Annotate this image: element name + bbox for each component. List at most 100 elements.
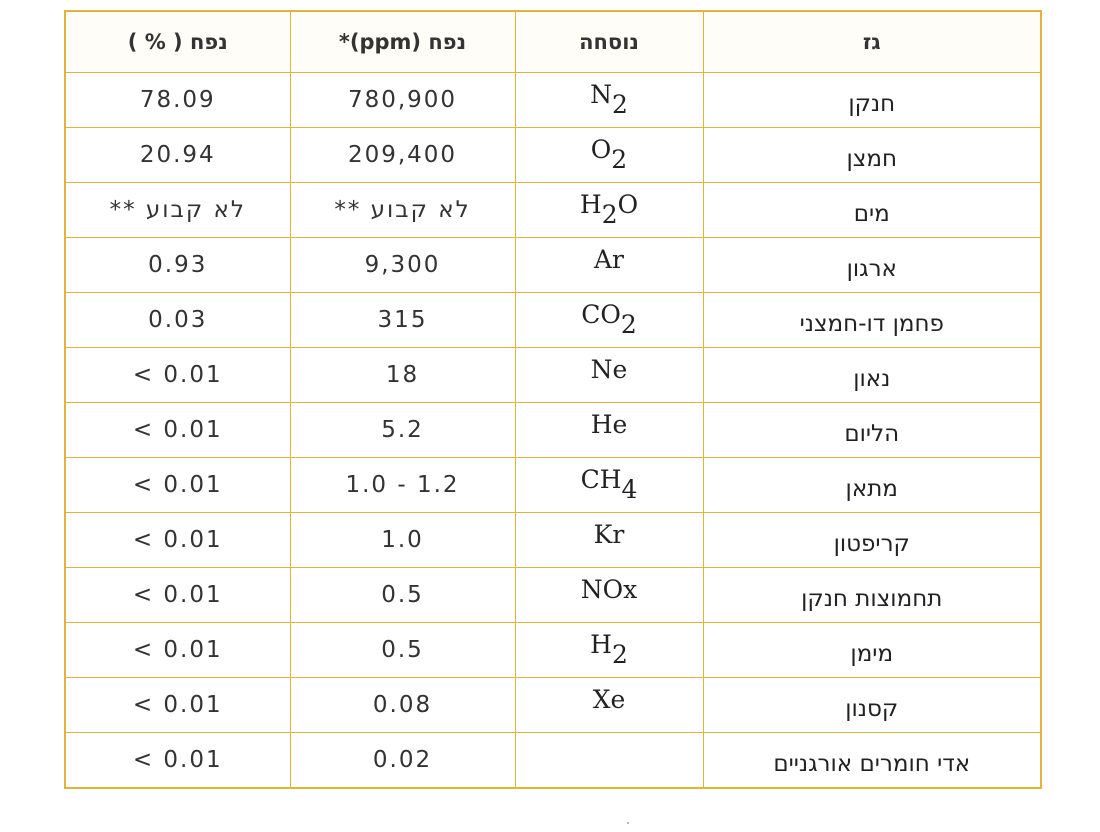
percent-value: 0.03 (148, 307, 208, 333)
formula-cell: He (514, 402, 704, 458)
ppm-value: 209,400 (347, 142, 458, 168)
percent-cell: < 0.01 (64, 677, 291, 733)
percent-value: < 0.01 (132, 637, 223, 663)
scan-speck (627, 822, 629, 824)
chemical-formula: NOx (581, 575, 637, 604)
percent-cell: < 0.01 (64, 732, 291, 789)
chemical-formula: CO2 (581, 300, 637, 337)
formula-base: He (590, 409, 628, 439)
ppm-cell: 209,400 (289, 127, 516, 183)
gas-name-cell: אדי חומרים אורגניים (702, 732, 1042, 789)
gas-name-cell: ארגון (702, 237, 1042, 293)
gas-name-cell: פחמן דו-חמצני (702, 292, 1042, 348)
percent-value: < 0.01 (132, 417, 223, 443)
table-row: < 0.01 18 Ne נאון (64, 347, 1042, 403)
gas-name-cell: קסנון (702, 677, 1042, 733)
ppm-cell: 0.5 (289, 567, 516, 623)
ppm-value: 315 (377, 307, 428, 333)
chemical-formula: O2 (590, 134, 627, 172)
gas-composition-table: נפח ( % ) *(ppm) נפח נוסחה גז 78.09 780,9… (64, 10, 1042, 789)
formula-cell: Kr (514, 512, 704, 568)
gas-name: קריפטון (833, 531, 910, 557)
header-formula: נוסחה (514, 10, 704, 73)
ppm-cell: 1.0 - 1.2 (289, 457, 516, 513)
formula-base: Ar (593, 244, 624, 274)
table-body: 78.09 780,900 N2 חנקן 20.94 209,400 O2 חמצן לא ק… (64, 72, 1042, 789)
ppm-value: 0.08 (372, 692, 433, 718)
gas-name: אדי חומרים אורגניים (773, 751, 971, 777)
table-row: 0.03 315 CO2 פחמן דו-חמצני (64, 292, 1042, 348)
ppm-cell: 9,300 (289, 237, 516, 293)
ppm-value: 780,900 (347, 87, 458, 113)
chemical-formula: H2 (590, 629, 628, 667)
gas-name: ארגון (846, 256, 897, 282)
ppm-cell: 1.0 (289, 512, 516, 568)
percent-cell: 78.09 (64, 72, 291, 128)
formula-base: H (590, 629, 612, 659)
gas-name-cell: מימן (702, 622, 1042, 678)
percent-value: < 0.01 (132, 472, 223, 498)
table-row: < 0.01 1.0 Kr קריפטון (64, 512, 1042, 568)
chemical-formula: H2O (580, 189, 639, 227)
chemical-formula: Ne (591, 355, 628, 384)
percent-value: < 0.01 (132, 692, 223, 718)
gas-name-cell: תחמוצות חנקן (702, 567, 1042, 623)
percent-cell: < 0.01 (64, 457, 291, 513)
percent-cell: < 0.01 (64, 512, 291, 568)
ppm-cell: 0.08 (289, 677, 516, 733)
percent-value: < 0.01 (132, 527, 223, 553)
gas-name-cell: מתאן (702, 457, 1042, 513)
formula-base: Xe (592, 684, 626, 714)
ppm-cell: 0.02 (289, 732, 516, 789)
chemical-formula: Kr (594, 520, 625, 549)
ppm-value: 1.0 - 1.2 (345, 472, 460, 498)
percent-value: לא קבוע ** (109, 197, 246, 223)
formula-subscript: 2 (620, 309, 637, 339)
formula-base: N (590, 79, 612, 109)
formula-cell: H2 (514, 622, 704, 678)
percent-value: 78.09 (139, 87, 216, 113)
percent-cell: < 0.01 (64, 347, 291, 403)
chemical-formula: Xe (593, 685, 626, 714)
gas-name: נאון (853, 366, 891, 392)
formula-base: Kr (593, 519, 625, 549)
formula-subscript: 2 (611, 639, 628, 669)
chemical-formula: Ar (594, 245, 624, 274)
formula-cell: Ar (514, 237, 704, 293)
formula-cell: O2 (514, 127, 704, 183)
chemical-formula: CH4 (580, 464, 638, 502)
formula-subscript: 2 (601, 199, 618, 229)
formula-rest: O (617, 189, 639, 219)
formula-subscript: 2 (611, 89, 628, 119)
formula-subscript: 2 (611, 144, 628, 174)
chemical-formula: N2 (590, 79, 628, 117)
gas-name-cell: קריפטון (702, 512, 1042, 568)
gas-name: הליום (844, 421, 900, 447)
table-row: < 0.01 0.5 H2 מימן (64, 622, 1042, 678)
formula-base: CH (580, 464, 622, 494)
formula-cell: CH4 (514, 457, 704, 513)
gas-name: חמצן (846, 146, 898, 172)
formula-cell: CO2 (514, 292, 704, 348)
gas-name-cell: נאון (702, 347, 1042, 403)
ppm-cell: 5.2 (289, 402, 516, 458)
chemical-formula: He (591, 410, 628, 439)
percent-cell: 0.03 (64, 292, 291, 348)
formula-base: NOx (580, 574, 638, 604)
ppm-cell: לא קבוע ** (289, 182, 516, 238)
formula-base: O (590, 134, 612, 164)
percent-value: < 0.01 (132, 747, 223, 773)
ppm-value: לא קבוע ** (334, 197, 471, 223)
table-row: < 0.01 0.02 אדי חומרים אורגניים (64, 732, 1042, 789)
gas-name: מים (853, 201, 890, 227)
ppm-cell: 780,900 (289, 72, 516, 128)
percent-cell: < 0.01 (64, 567, 291, 623)
gas-name: פחמן דו-חמצני (799, 311, 944, 337)
header-ppm: *(ppm) נפח (289, 10, 516, 73)
table-row: 0.93 9,300 Ar ארגון (64, 237, 1042, 293)
formula-subscript: 4 (621, 474, 638, 504)
table-row: < 0.01 0.08 Xe קסנון (64, 677, 1042, 733)
ppm-value: 0.5 (381, 582, 424, 608)
header-percent: נפח ( % ) (64, 10, 291, 73)
